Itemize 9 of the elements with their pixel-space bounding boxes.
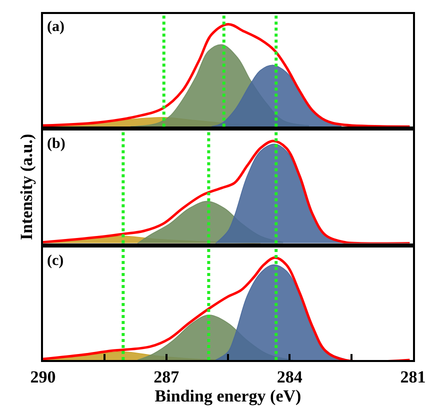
x-tick-label: 290 [30, 367, 56, 386]
annotation: (c) [47, 253, 64, 269]
annotation: (b) [47, 136, 66, 152]
x-tick-label: 287 [154, 367, 180, 386]
x-tick-label: 284 [276, 367, 303, 386]
annotation: (a) [47, 19, 64, 35]
x-axis-title: Binding energy (eV) [154, 386, 302, 406]
y-axis-title: Intensity (a.u.) [17, 134, 36, 240]
x-tick-label: 281 [400, 367, 426, 386]
